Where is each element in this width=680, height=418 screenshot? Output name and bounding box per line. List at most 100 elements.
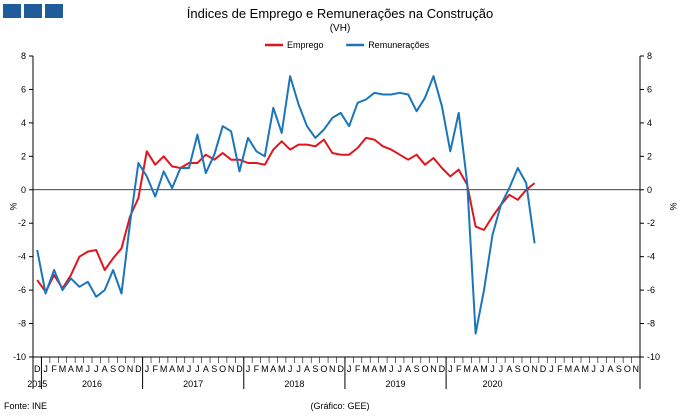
month-label: O — [320, 364, 327, 374]
brand-logo — [3, 4, 63, 18]
y-tick-label-left: -10 — [13, 352, 26, 362]
month-label: S — [312, 364, 318, 374]
month-label: N — [430, 364, 437, 374]
month-label: A — [304, 364, 310, 374]
y-tick-label-right: -8 — [647, 319, 655, 329]
y-axis-label-right: % — [668, 202, 678, 210]
month-label: J — [499, 364, 504, 374]
month-label: J — [600, 364, 605, 374]
month-label: M — [362, 364, 370, 374]
month-label: A — [506, 364, 512, 374]
month-label: F — [152, 364, 158, 374]
month-label: J — [187, 364, 192, 374]
y-tick-label-right: 2 — [647, 151, 652, 161]
y-tick-label-left: -2 — [18, 218, 26, 228]
month-label: S — [414, 364, 420, 374]
month-label: F — [456, 364, 462, 374]
month-label: J — [389, 364, 394, 374]
y-tick-label-left: 0 — [21, 185, 26, 195]
month-label: F — [51, 364, 57, 374]
y-tick-label-right: -2 — [647, 218, 655, 228]
month-label: J — [591, 364, 596, 374]
month-label: J — [195, 364, 200, 374]
year-label: 2016 — [82, 379, 102, 389]
y-tick-label-left: 4 — [21, 118, 26, 128]
month-label: D — [236, 364, 243, 374]
month-label: D — [540, 364, 547, 374]
legend-label: Emprego — [287, 40, 324, 50]
month-label: O — [118, 364, 125, 374]
year-label: 2017 — [183, 379, 203, 389]
month-label: J — [448, 364, 453, 374]
y-tick-label-left: -4 — [18, 252, 26, 262]
logo-block — [3, 4, 21, 18]
legend-label: Remunerações — [368, 40, 430, 50]
month-label: J — [347, 364, 352, 374]
logo-block — [24, 4, 42, 18]
month-label: J — [43, 364, 48, 374]
y-axis-label-left: % — [8, 202, 18, 210]
year-label: 2018 — [284, 379, 304, 389]
month-label: M — [177, 364, 185, 374]
chart-subtitle: (VH) — [329, 23, 351, 34]
month-label: J — [246, 364, 251, 374]
y-tick-label-right: -10 — [647, 352, 660, 362]
month-label: A — [574, 364, 580, 374]
month-label: M — [480, 364, 488, 374]
month-label: A — [102, 364, 108, 374]
chart-credit: (Gráfico: GEE) — [310, 401, 370, 411]
month-label: N — [531, 364, 538, 374]
y-tick-label-right: 0 — [647, 185, 652, 195]
month-label: J — [86, 364, 91, 374]
y-tick-label-right: -6 — [647, 285, 655, 295]
month-label: M — [76, 364, 84, 374]
month-label: M — [261, 364, 269, 374]
month-label: J — [145, 364, 150, 374]
month-label: D — [135, 364, 142, 374]
month-label: J — [288, 364, 293, 374]
month-label: M — [463, 364, 471, 374]
source-note: Fonte: INE — [4, 401, 48, 411]
logo-block — [45, 4, 63, 18]
y-tick-label-left: 2 — [21, 151, 26, 161]
month-label: M — [565, 364, 573, 374]
month-label: M — [379, 364, 387, 374]
month-label: O — [624, 364, 631, 374]
month-label: A — [270, 364, 276, 374]
month-label: M — [278, 364, 286, 374]
y-tick-label-right: -4 — [647, 252, 655, 262]
month-label: D — [439, 364, 446, 374]
year-label: 2019 — [385, 379, 405, 389]
y-tick-label-left: 8 — [21, 51, 26, 61]
month-label: S — [110, 364, 116, 374]
month-label: D — [34, 364, 41, 374]
month-label: J — [549, 364, 554, 374]
month-label: A — [473, 364, 479, 374]
y-tick-label-right: 4 — [647, 118, 652, 128]
month-label: O — [422, 364, 429, 374]
y-tick-label-left: -8 — [18, 319, 26, 329]
month-label: J — [94, 364, 99, 374]
series-line-remunerações — [36, 75, 536, 335]
month-label: A — [405, 364, 411, 374]
month-label: A — [371, 364, 377, 374]
y-tick-label-left: 6 — [21, 84, 26, 94]
month-label: N — [228, 364, 235, 374]
month-label: S — [211, 364, 217, 374]
month-label: S — [616, 364, 622, 374]
year-label: 2015 — [27, 379, 47, 389]
month-label: S — [515, 364, 521, 374]
month-label: N — [127, 364, 134, 374]
y-tick-label-right: 6 — [647, 84, 652, 94]
month-label: N — [633, 364, 640, 374]
month-label: M — [59, 364, 67, 374]
month-label: M — [160, 364, 168, 374]
month-label: F — [557, 364, 563, 374]
month-label: A — [607, 364, 613, 374]
month-label: M — [581, 364, 589, 374]
y-tick-label-left: -6 — [18, 285, 26, 295]
month-label: F — [254, 364, 260, 374]
month-label: J — [296, 364, 301, 374]
series-line-emprego — [36, 136, 536, 293]
